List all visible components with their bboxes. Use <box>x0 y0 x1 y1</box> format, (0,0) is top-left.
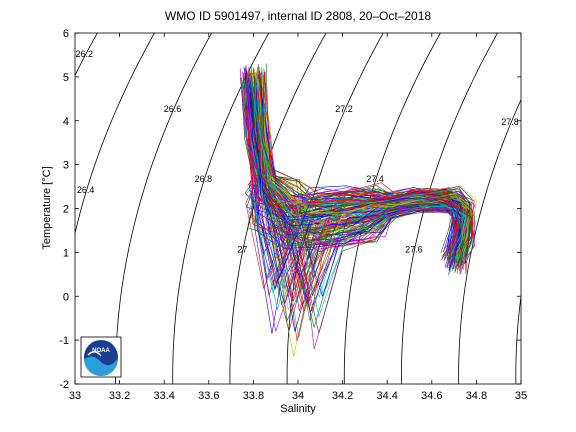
density-contour-line <box>515 293 521 384</box>
y-tick-label: 5 <box>63 72 69 84</box>
density-contour-label: 27.4 <box>366 174 384 184</box>
ts-profile-line <box>260 74 471 261</box>
ts-profile-line <box>252 69 467 254</box>
x-axis-label: Salinity <box>280 403 316 415</box>
y-tick-label: -2 <box>59 379 69 391</box>
x-tick-label: 34.4 <box>376 390 397 402</box>
x-tick-label: 33.6 <box>198 390 219 402</box>
ts-profile-line <box>244 75 461 305</box>
density-contour-line <box>0 33 40 384</box>
x-tick-label: 33.8 <box>243 390 264 402</box>
density-contour-line <box>115 33 213 384</box>
y-tick-label: 4 <box>63 116 69 128</box>
x-tick-label: 34 <box>292 390 304 402</box>
x-tick-label: 33.2 <box>109 390 130 402</box>
ts-profile-line <box>263 68 473 249</box>
y-tick-label: 0 <box>63 291 69 303</box>
x-tick-label: 34.8 <box>466 390 487 402</box>
ts-profile-line <box>256 85 466 264</box>
ts-profile-line <box>245 72 463 279</box>
x-axis-ticks: 33 33.2 33.4 33.6 33.8 34 34.2 34.4 34.6 34.8 35 <box>69 33 527 402</box>
ts-profile-line <box>261 74 471 254</box>
density-contour-line <box>458 98 521 384</box>
density-contour-label: 27 <box>237 244 247 254</box>
density-contour-label: 26.6 <box>164 104 182 114</box>
x-tick-label: 34.2 <box>332 390 353 402</box>
ts-profile-line <box>242 71 459 259</box>
ts-profile-line <box>249 84 463 264</box>
y-tick-label: -1 <box>59 335 69 347</box>
y-tick-label: 1 <box>63 247 69 259</box>
noaa-logo-text: NOAA <box>92 348 110 354</box>
ts-profile-line <box>253 75 469 275</box>
ts-profile-line <box>245 75 460 253</box>
ts-profile-line <box>245 77 459 261</box>
noaa-logo: NOAA <box>80 336 122 378</box>
ts-profile-line <box>246 73 459 260</box>
y-axis-label: Temperature [°C] <box>41 166 53 249</box>
density-contour-label: 27.2 <box>335 104 353 114</box>
density-contour-label: 27.8 <box>501 117 519 127</box>
ts-profile-line <box>251 82 463 263</box>
x-tick-label: 34.6 <box>421 390 442 402</box>
chart-title: WMO ID 5901497, internal ID 2808, 20–Oct… <box>165 9 431 23</box>
density-contour-label: 27.6 <box>405 244 423 254</box>
ts-profile-line <box>256 70 469 260</box>
x-tick-label: 33.4 <box>153 390 174 402</box>
ts-profile-line <box>260 81 471 263</box>
density-contours <box>0 33 521 384</box>
ts-profiles <box>239 63 477 357</box>
density-contour-line <box>75 33 155 236</box>
ts-profile-line <box>265 82 475 268</box>
y-tick-label: 3 <box>63 160 69 172</box>
ts-profile-line <box>249 71 464 253</box>
ts-profile-line <box>262 72 474 257</box>
density-contour-label: 26.2 <box>75 49 93 59</box>
x-tick-label: 33 <box>69 390 81 402</box>
y-axis-ticks: -2 -1 0 1 2 3 4 5 6 <box>59 28 521 391</box>
density-contour-line <box>172 33 270 384</box>
y-tick-label: 6 <box>63 28 69 40</box>
ts-profile-line <box>249 75 463 286</box>
ts-profile-line <box>246 88 455 332</box>
y-tick-label: 2 <box>63 204 69 216</box>
density-contour-label: 26.8 <box>195 174 213 184</box>
density-contour-label: 26.4 <box>77 185 95 195</box>
x-tick-label: 35 <box>515 390 527 402</box>
